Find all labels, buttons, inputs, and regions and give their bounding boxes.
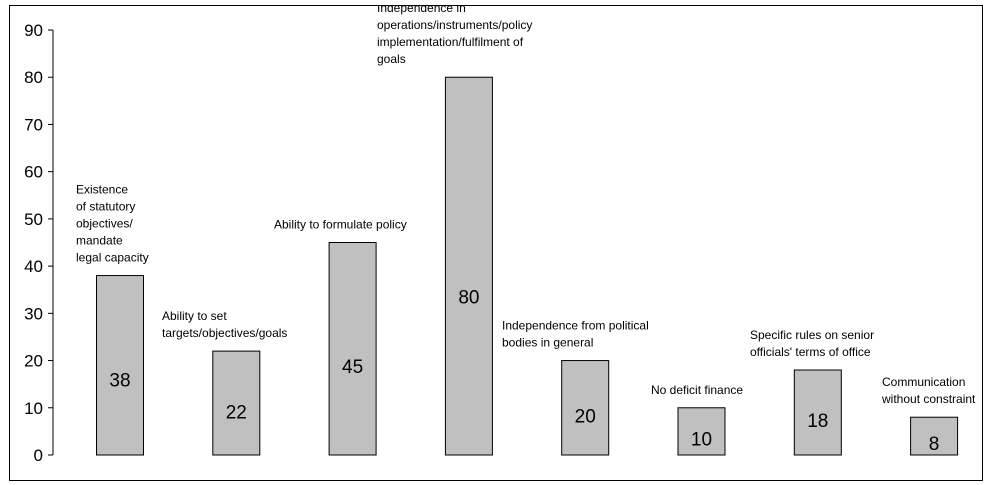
bar-chart: 0 10 20 30 40 50 60 70 80 90 38 Existence of statut…: [24, 6, 976, 465]
data-label: 45: [342, 357, 363, 378]
labels: 38 Existence of statutory objectives/mandat…: [76, 6, 976, 455]
category-label: goals: [377, 52, 406, 66]
bar: [444, 76, 493, 456]
category-label: operations/instruments/policy: [377, 18, 532, 32]
bars: [96, 76, 959, 456]
category-label: Ability to formulate policy: [274, 218, 407, 232]
bar: [561, 360, 610, 456]
y-tick-label: 0: [34, 446, 43, 465]
y-tick-label: 20: [24, 352, 43, 371]
category-label: implementation/fulfilment of: [377, 35, 524, 49]
category-label: Independence from political: [502, 319, 649, 333]
category-label: No deficit finance: [651, 383, 743, 397]
data-label: 10: [691, 429, 712, 450]
data-label: 18: [807, 411, 828, 432]
y-tick-label: 50: [24, 210, 43, 229]
data-label: 20: [575, 407, 596, 428]
bar: [910, 416, 959, 456]
category-label: legal capacity: [76, 251, 149, 265]
y-tick-label: 80: [24, 68, 43, 87]
bar: [212, 350, 261, 456]
data-label: 8: [929, 434, 940, 455]
data-label: 38: [109, 371, 130, 392]
y-tick-label: 70: [24, 115, 43, 134]
bar: [793, 369, 842, 456]
bar: [96, 275, 144, 456]
category-label: targets/objectives/goals: [162, 326, 287, 340]
axes: 0 10 20 30 40 50 60 70 80 90: [24, 21, 54, 465]
y-tick-label: 40: [24, 257, 43, 276]
bar: [677, 407, 726, 456]
category-label: without constraint: [881, 392, 976, 406]
bar: [328, 242, 377, 456]
category-label: officials' terms of office: [750, 345, 871, 359]
category-label: Independence in: [377, 6, 466, 15]
y-tick-label: 60: [24, 163, 43, 182]
data-label: 80: [458, 287, 479, 308]
category-label: bodies in general: [502, 336, 593, 350]
category-label: objectives/: [76, 217, 133, 231]
y-tick-label: 30: [24, 304, 43, 323]
category-label: of statutory: [76, 200, 135, 214]
y-tick-label: 10: [24, 399, 43, 418]
category-label: Specific rules on senior: [750, 328, 874, 342]
category-label: Ability to set: [162, 309, 227, 323]
data-label: 22: [226, 402, 247, 423]
y-tick-label: 90: [24, 21, 43, 40]
chart-frame: 0 10 20 30 40 50 60 70 80 90 38 Existence of statut…: [9, 5, 983, 481]
category-label: mandate: [76, 234, 123, 248]
category-label: Existence: [76, 183, 128, 197]
category-label: Communication: [882, 375, 965, 389]
